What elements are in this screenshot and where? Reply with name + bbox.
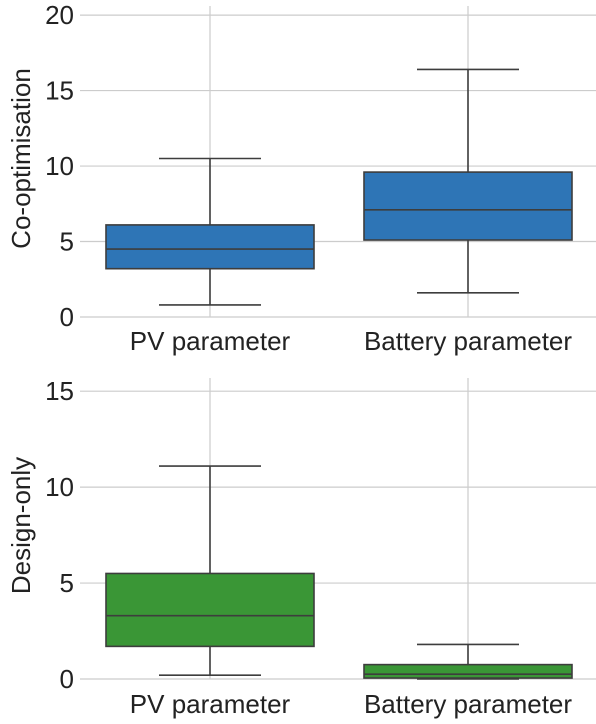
chart-panel-2: 0 5 10 15 Design-only PV parameter Battery par… (6, 376, 596, 719)
iqr-box (105, 572, 315, 648)
y-tick-label: 0 (60, 664, 74, 694)
x-tick-label: PV parameter (130, 689, 291, 719)
y-tick-label: 0 (60, 302, 74, 332)
y-tick-label: 15 (45, 76, 74, 106)
y-tick-label: 5 (60, 227, 74, 257)
x-tick-label: Battery parameter (364, 689, 572, 719)
chart-panel-1: 0 5 10 15 20 Co-optimisation PV parameter Batte… (6, 0, 596, 356)
y-tick-label: 10 (45, 472, 74, 502)
x-tick-label: Battery parameter (364, 326, 572, 356)
y-tick-label: 10 (45, 151, 74, 181)
y-tick-label: 15 (45, 376, 74, 406)
box-battery (363, 68, 573, 294)
y-axis-title: Design-only (6, 457, 36, 594)
box-pv (105, 465, 315, 676)
x-tick-label: PV parameter (130, 326, 291, 356)
iqr-box (105, 224, 315, 270)
box-battery (363, 643, 573, 680)
y-tick-label: 5 (60, 568, 74, 598)
iqr-box (363, 663, 573, 679)
y-tick-label: 20 (45, 0, 74, 30)
box-pv (105, 157, 315, 306)
y-axis-title: Co-optimisation (6, 68, 36, 249)
iqr-box (363, 171, 573, 241)
